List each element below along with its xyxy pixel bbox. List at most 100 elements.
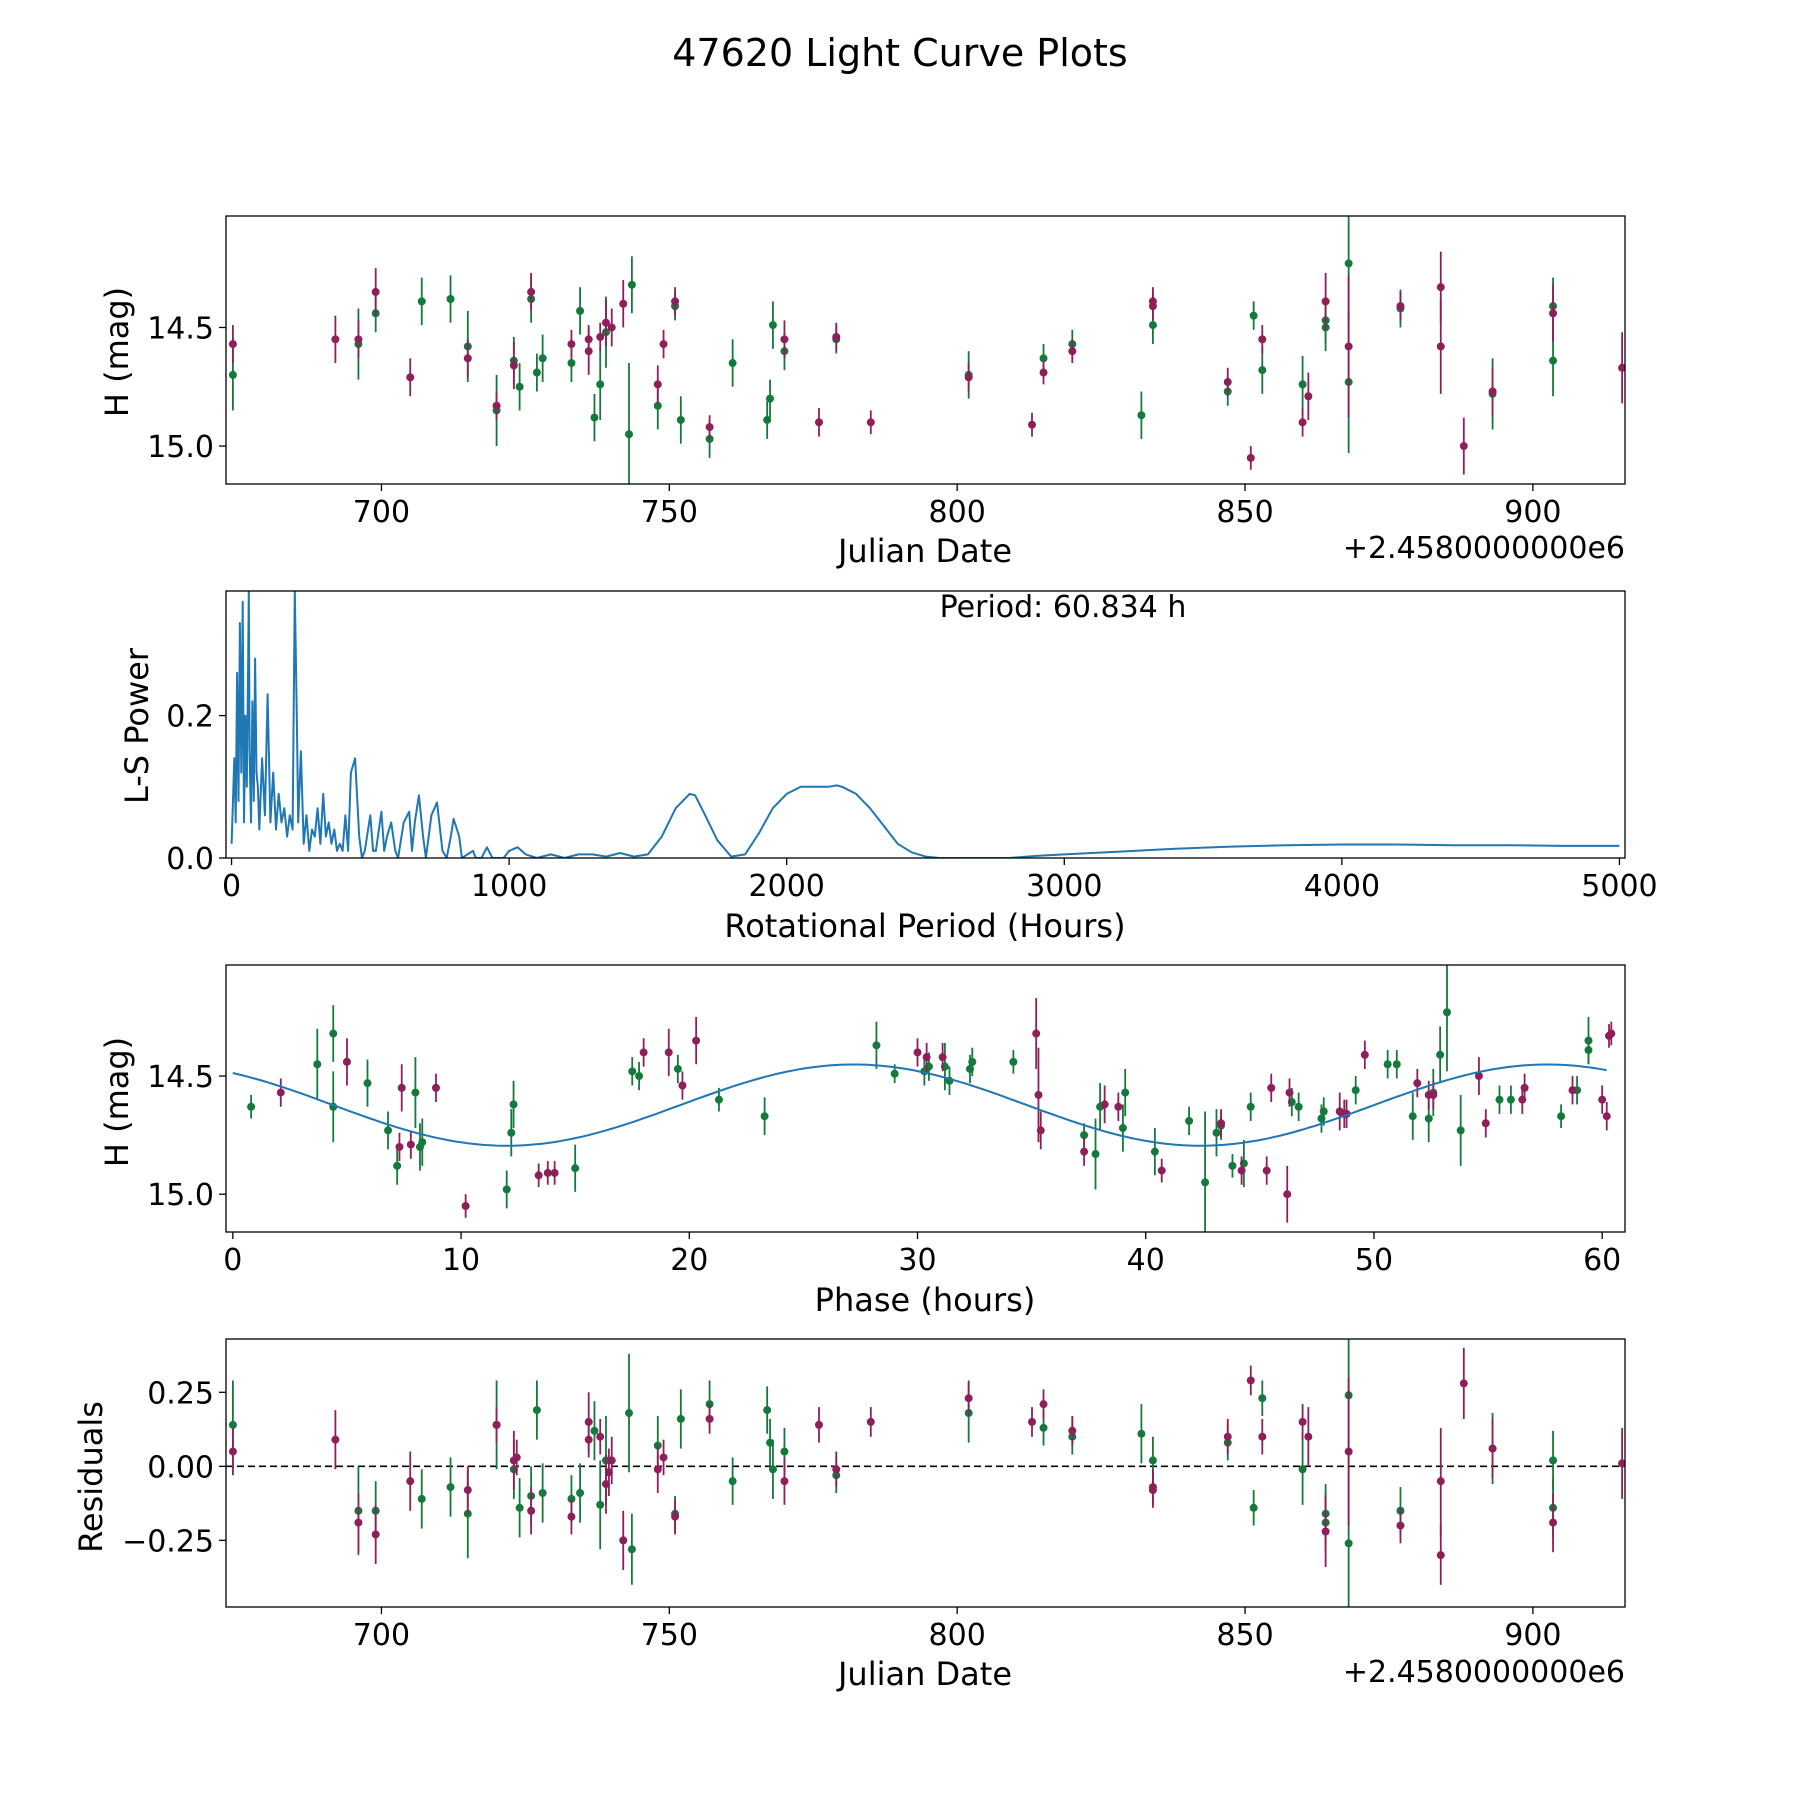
magenta-filter-point: [1028, 1417, 1037, 1426]
magenta-filter-point: [1481, 1119, 1490, 1128]
magenta-filter-point: [664, 1048, 673, 1057]
magenta-filter-point: [584, 1435, 593, 1444]
green-filter-point: [507, 1128, 516, 1137]
residuals-xtick-label: 900: [1504, 1618, 1561, 1653]
raw-light-curve-panel: 700 750 800 850 900 15.0 14.5 Julian Date H (m…: [98, 215, 1626, 570]
periodogram-ytick-label: 0.0: [166, 842, 214, 877]
green-filter-point: [728, 1477, 737, 1486]
green-filter-point: [590, 1426, 599, 1435]
green-filter-point: [363, 1079, 372, 1088]
magenta-filter-point: [461, 1202, 470, 1211]
raw-light-curve-xtick-label: 800: [929, 495, 986, 530]
magenta-filter-point: [1034, 1090, 1043, 1099]
raw-light-curve-plot-area: [228, 216, 1625, 484]
magenta-filter-point: [527, 287, 536, 296]
magenta-filter-point: [550, 1168, 559, 1177]
green-filter-point: [1201, 1178, 1210, 1187]
magenta-filter-point: [1568, 1086, 1577, 1095]
magenta-filter-point: [1217, 1119, 1226, 1128]
green-filter-point: [1344, 1539, 1353, 1548]
green-filter-point: [1137, 411, 1146, 420]
green-filter-point: [1351, 1086, 1360, 1095]
magenta-filter-point: [354, 335, 363, 344]
periodogram-xtick-label: 3000: [1026, 869, 1102, 904]
magenta-filter-point: [1283, 1190, 1292, 1199]
magenta-filter-point: [692, 1036, 701, 1045]
magenta-filter-point: [1607, 1029, 1616, 1038]
green-filter-point: [515, 1503, 524, 1512]
green-filter-point: [1009, 1057, 1018, 1066]
raw-light-curve-ylabel: H (mag): [98, 287, 136, 417]
green-filter-point: [635, 1072, 644, 1081]
periodogram-axes-frame: [225, 590, 1626, 859]
magenta-filter-point: [678, 1081, 687, 1090]
magenta-filter-point: [1068, 1426, 1077, 1435]
green-filter-point: [1148, 321, 1157, 330]
magenta-filter-point: [1267, 1083, 1276, 1092]
magenta-filter-point: [639, 1048, 648, 1057]
magenta-filter-point: [780, 335, 789, 344]
periodogram-panel: 0 1000 2000 3000 4000 5000 0.0 0.2 Rotational P…: [118, 590, 1658, 945]
green-filter-point: [596, 1500, 605, 1509]
green-filter-point: [1137, 1429, 1146, 1438]
phased-light-curve-plot-area: [232, 965, 1616, 1232]
green-filter-point: [502, 1185, 511, 1194]
periodogram-xtick-label: 2000: [749, 869, 825, 904]
magenta-filter-point: [463, 354, 472, 363]
magenta-filter-point: [1237, 1166, 1246, 1175]
residuals-xtick-label: 850: [1216, 1618, 1273, 1653]
residuals-xlabel: Julian Date: [836, 1655, 1012, 1693]
green-filter-point: [228, 370, 237, 379]
green-filter-point: [1150, 1147, 1159, 1156]
phased-light-curve-xtick-label: 50: [1355, 1243, 1393, 1278]
magenta-filter-point: [1258, 1432, 1267, 1441]
magenta-filter-point: [659, 340, 668, 349]
phased-light-curve-fit-curve: [232, 1063, 1607, 1147]
magenta-filter-point: [331, 335, 340, 344]
green-filter-point: [384, 1126, 393, 1135]
green-filter-point: [1392, 1060, 1401, 1069]
raw-light-curve-ytick-label: 15.0: [147, 430, 214, 465]
green-filter-point: [393, 1161, 402, 1170]
green-filter-point: [780, 1447, 789, 1456]
magenta-filter-point: [619, 299, 628, 308]
magenta-filter-point: [596, 1432, 605, 1441]
green-filter-point: [1495, 1095, 1504, 1104]
magenta-filter-point: [1396, 302, 1405, 311]
magenta-filter-point: [1413, 1079, 1422, 1088]
magenta-filter-point: [1223, 1432, 1232, 1441]
magenta-filter-point: [1344, 1447, 1353, 1456]
green-filter-point: [1118, 1124, 1127, 1133]
magenta-filter-point: [866, 1417, 875, 1426]
periodogram-xtick-label: 1000: [471, 869, 547, 904]
magenta-filter-point: [922, 1053, 931, 1062]
green-filter-point: [329, 1029, 338, 1038]
magenta-filter-point: [866, 418, 875, 427]
magenta-filter-point: [1039, 1400, 1048, 1409]
green-filter-point: [653, 401, 662, 410]
phased-light-curve-axes-frame: [225, 964, 1626, 1233]
magenta-filter-point: [596, 332, 605, 341]
magenta-filter-point: [938, 1053, 947, 1062]
magenta-filter-point: [1148, 297, 1157, 306]
green-filter-point: [763, 415, 772, 424]
magenta-filter-point: [406, 1140, 415, 1149]
phased-light-curve-xlabel: Phase (hours): [815, 1281, 1036, 1319]
phased-light-curve-ylabel: H (mag): [98, 1037, 136, 1167]
green-filter-point: [411, 1088, 420, 1097]
green-filter-point: [1185, 1116, 1194, 1125]
magenta-filter-point: [1321, 1527, 1330, 1536]
green-filter-point: [763, 1406, 772, 1415]
periodogram-power-line: [230, 591, 1620, 858]
magenta-filter-point: [1618, 1459, 1625, 1468]
green-filter-point: [728, 359, 737, 368]
green-filter-point: [1246, 1102, 1255, 1111]
magenta-filter-point: [543, 1168, 552, 1177]
magenta-filter-point: [1028, 420, 1037, 429]
magenta-filter-point: [584, 335, 593, 344]
periodogram-xtick-label: 4000: [1304, 869, 1380, 904]
magenta-filter-point: [1246, 1376, 1255, 1385]
magenta-filter-point: [1036, 1126, 1045, 1135]
magenta-filter-point: [509, 361, 518, 370]
